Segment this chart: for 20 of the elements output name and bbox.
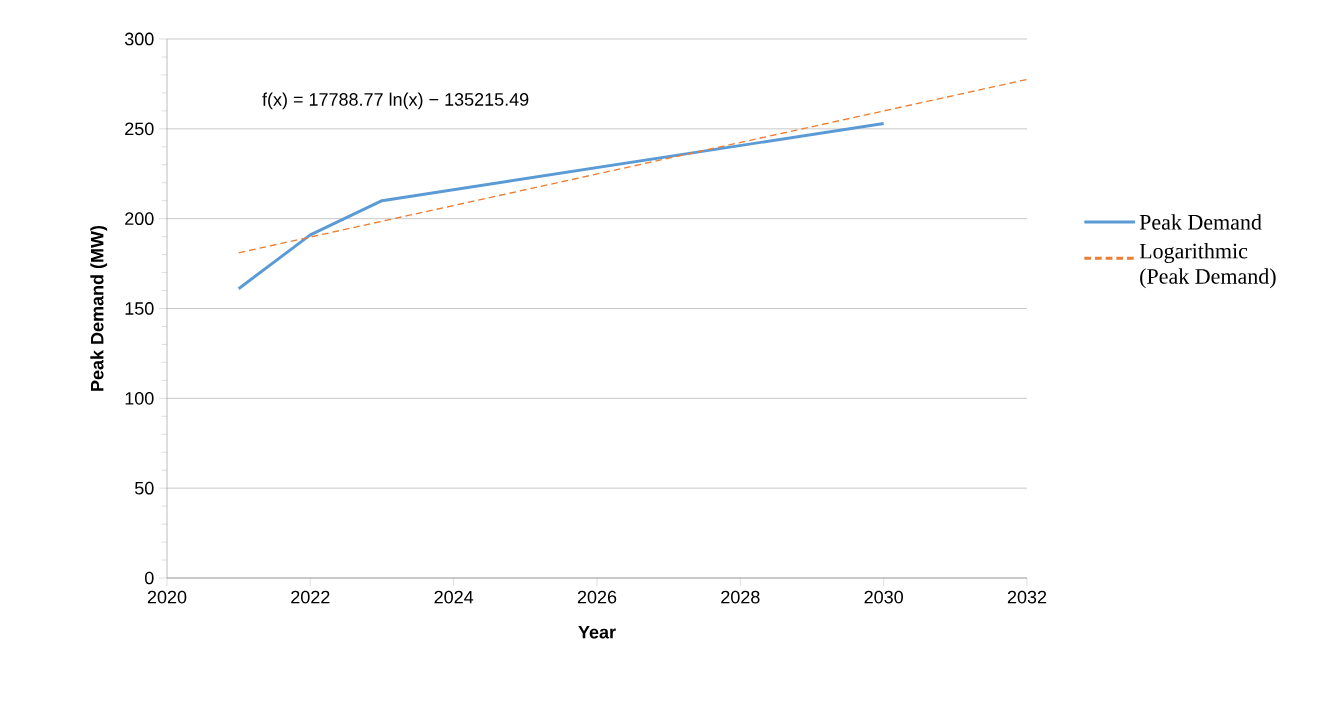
x-tick-label: 2030	[864, 590, 903, 604]
annotation: f(x) = 17788.77 ln(x) − 135215.49	[262, 92, 529, 110]
y-tick-label: 200	[125, 212, 154, 226]
y-tick-label: 100	[125, 391, 154, 405]
y-tick-label: 0	[144, 571, 154, 585]
x-tick-label: 2028	[721, 590, 760, 604]
x-tick-label: 2024	[434, 590, 474, 604]
legend-label: Logarithmic (Peak Demand)	[1139, 243, 1276, 289]
y-tick-label: 250	[125, 122, 154, 136]
x-tick-label: 2026	[577, 590, 617, 604]
line-series	[237, 121, 886, 291]
y-tick-label: 50	[134, 481, 154, 495]
y-axis-title: Peak Demand (MW)	[90, 225, 108, 391]
x-tick-label: 2022	[291, 590, 330, 604]
x-tick-label: 2032	[1007, 590, 1047, 604]
x-axis-title: Year	[578, 625, 616, 639]
x-tick-label: 2020	[147, 590, 187, 604]
y-tick-label: 300	[124, 32, 154, 46]
legend-label: Peak Demand	[1139, 214, 1262, 230]
y-tick-label: 150	[125, 302, 154, 315]
